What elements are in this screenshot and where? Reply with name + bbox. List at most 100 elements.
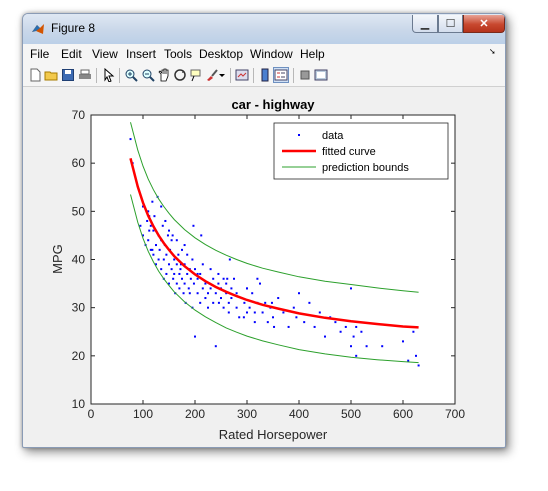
open-file-icon[interactable] xyxy=(44,68,58,82)
data-point xyxy=(166,234,169,237)
zoom-out-icon[interactable] xyxy=(141,68,155,82)
legend-entry: fitted curve xyxy=(322,146,376,158)
new-figure-icon[interactable] xyxy=(28,68,42,82)
data-point xyxy=(168,263,170,266)
link-plot-icon[interactable] xyxy=(235,68,249,82)
data-point xyxy=(270,301,273,304)
menu-window[interactable]: Window xyxy=(250,47,293,61)
data-point xyxy=(253,311,256,314)
maximize-button[interactable]: ☐ xyxy=(438,15,463,33)
legend-entry: prediction bounds xyxy=(322,162,409,174)
data-point xyxy=(152,229,155,232)
data-point xyxy=(261,311,264,314)
x-tick-label: 400 xyxy=(289,407,309,421)
data-point xyxy=(175,263,178,266)
data-point xyxy=(207,292,209,295)
data-point xyxy=(200,234,203,237)
brush-icon[interactable] xyxy=(205,68,219,82)
menu-desktop[interactable]: Desktop xyxy=(199,47,244,61)
menu-view[interactable]: View xyxy=(92,47,118,61)
data-point xyxy=(318,311,321,314)
minimize-icon: ▁ xyxy=(420,18,430,30)
save-icon[interactable] xyxy=(61,68,75,82)
data-point xyxy=(264,301,267,304)
data-point xyxy=(355,354,358,357)
menu-help[interactable]: Help xyxy=(300,47,325,61)
data-point xyxy=(230,287,233,290)
figure-canvas: car - highway Rated Horsepower MPG 0 100 2… xyxy=(29,94,499,442)
menu-insert[interactable]: Insert xyxy=(126,47,157,61)
menu-expand-icon[interactable]: ➘ xyxy=(489,47,496,56)
data-point xyxy=(199,272,202,275)
insert-legend-icon[interactable] xyxy=(273,67,289,83)
data-point xyxy=(360,330,363,333)
data-point xyxy=(181,248,183,251)
data-point xyxy=(199,301,202,304)
data-point xyxy=(308,301,311,304)
data-point xyxy=(172,277,175,280)
title-bar[interactable]: Figure 8 ▁ ☐ ✕ xyxy=(23,14,505,44)
data-point xyxy=(152,253,155,256)
data-point xyxy=(273,325,276,328)
data-point xyxy=(214,345,217,348)
print-icon[interactable] xyxy=(78,68,92,82)
data-point xyxy=(147,239,150,242)
x-tick-label: 500 xyxy=(341,407,361,421)
data-point xyxy=(272,316,274,319)
data-point xyxy=(217,301,220,304)
edit-plot-icon[interactable] xyxy=(102,68,116,82)
axis-ticks: 0 100 200 300 400 500 600 700 10 20 30 40 50 60 70 xyxy=(72,108,466,421)
data-point xyxy=(238,316,241,319)
x-axis-label: Rated Horsepower xyxy=(219,427,328,442)
data-point xyxy=(259,282,261,285)
data-point xyxy=(192,224,195,227)
data-point xyxy=(292,306,295,309)
brush-dropdown-icon[interactable] xyxy=(218,68,226,82)
data-point xyxy=(227,311,230,314)
data-point xyxy=(209,268,212,271)
close-icon: ✕ xyxy=(479,18,489,30)
data-point xyxy=(148,229,151,232)
data-point xyxy=(129,138,132,141)
insert-colorbar-icon[interactable] xyxy=(258,68,272,82)
hide-plot-tools-icon[interactable] xyxy=(298,68,312,82)
data-point xyxy=(188,292,191,295)
data-point xyxy=(164,219,167,222)
data-point xyxy=(235,306,238,309)
rotate-3d-icon[interactable] xyxy=(173,68,187,82)
data-point xyxy=(282,311,285,314)
fitted-curve-line xyxy=(129,157,419,329)
data-point xyxy=(149,248,152,251)
zoom-in-icon[interactable] xyxy=(124,68,138,82)
menu-file[interactable]: File xyxy=(30,47,50,61)
data-cursor-icon[interactable] xyxy=(189,68,203,82)
data-point xyxy=(157,258,160,261)
data-point xyxy=(186,272,189,275)
toolbar-separator xyxy=(96,68,97,83)
data-point xyxy=(149,224,152,227)
pan-icon[interactable] xyxy=(157,68,171,82)
show-plot-tools-icon[interactable] xyxy=(314,68,328,82)
data-point xyxy=(160,205,163,208)
data-point xyxy=(196,272,199,275)
data-point xyxy=(266,321,269,324)
minimize-button[interactable]: ▁ xyxy=(412,15,438,33)
data-point xyxy=(161,224,164,227)
data-point xyxy=(350,345,352,348)
data-point xyxy=(196,277,199,280)
data-point xyxy=(417,364,420,367)
x-tick-label: 700 xyxy=(445,407,465,421)
legend[interactable]: data fitted curve prediction bounds xyxy=(273,122,449,180)
data-point xyxy=(303,321,306,324)
data-point xyxy=(246,311,248,314)
data-point xyxy=(334,321,337,324)
menu-tools[interactable]: Tools xyxy=(164,47,193,61)
close-button[interactable]: ✕ xyxy=(463,15,505,33)
data-point xyxy=(214,292,217,295)
data-point xyxy=(183,282,186,285)
data-point xyxy=(344,325,347,328)
legend-marker xyxy=(298,134,300,136)
menu-edit[interactable]: Edit xyxy=(61,47,82,61)
axes-box xyxy=(90,114,456,405)
data-point xyxy=(151,200,154,203)
